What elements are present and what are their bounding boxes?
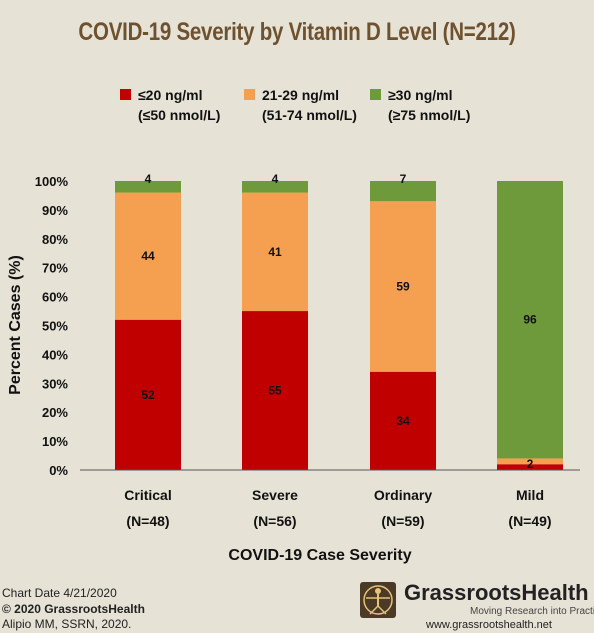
y-axis-title: Percent Cases (%): [7, 255, 24, 395]
logo-tagline: Moving Research into Practice: [470, 606, 594, 617]
legend-swatch-low: [120, 89, 131, 100]
y-tick-label: 40%: [42, 347, 68, 362]
chart-title: COVID-19 Severity by Vitamin D Level (N=…: [78, 18, 516, 46]
data-label: 55: [268, 384, 282, 398]
bar-segment: [370, 371, 436, 470]
y-tick-label: 80%: [42, 232, 68, 247]
data-label: 59: [396, 279, 410, 293]
category-n-label: (N=49): [508, 513, 551, 529]
category-n-label: (N=59): [381, 513, 424, 529]
logo-url: www.grassrootshealth.net: [426, 619, 552, 631]
x-axis-title: COVID-19 Case Severity: [228, 547, 411, 564]
bar-segment: [497, 181, 563, 459]
bar-segment: [242, 311, 308, 470]
footer-copyright: © 2020 GrassrootsHealth: [2, 602, 145, 616]
y-tick-label: 50%: [42, 319, 68, 334]
bar-segment: [115, 192, 181, 320]
legend-label-high: ≥30 ng/ml: [388, 87, 453, 103]
bar-segment: [370, 181, 436, 202]
footer-chart-date: Chart Date 4/21/2020: [2, 586, 117, 600]
footer-source: Alipio MM, SSRN, 2020.: [2, 617, 132, 631]
y-axis-ticks: 0% 10% 20% 30% 40% 50% 60% 70% 80% 90% 100%: [35, 174, 69, 478]
legend-sub-high: (≥75 nmol/L): [388, 107, 471, 123]
bar-segment: [242, 192, 308, 312]
category-label: Mild: [516, 487, 544, 503]
category-labels-group: Critical (N=48) Severe (N=56) Ordinary (N=59)…: [124, 487, 551, 529]
y-tick-label: 100%: [35, 174, 69, 189]
data-label: 7: [400, 172, 407, 186]
bar-segment: [242, 181, 308, 193]
data-label: 4: [145, 172, 152, 186]
legend-swatch-high: [370, 89, 381, 100]
y-tick-label: 70%: [42, 261, 68, 276]
data-label: 34: [396, 414, 410, 428]
data-label: 2: [527, 457, 534, 471]
data-label: 41: [268, 245, 282, 259]
y-tick-label: 90%: [42, 203, 68, 218]
logo-name: GrassrootsHealth: [404, 580, 589, 605]
legend-label-low: ≤20 ng/ml: [138, 87, 203, 103]
y-tick-label: 30%: [42, 376, 68, 391]
category-label: Critical: [124, 487, 171, 503]
legend-sub-mid: (51-74 nmol/L): [262, 107, 357, 123]
bar-segment: [115, 319, 181, 470]
logo-icon: [360, 582, 396, 618]
data-label: 52: [141, 388, 155, 402]
y-tick-label: 0%: [49, 463, 68, 478]
bar-segment: [370, 201, 436, 372]
category-n-label: (N=48): [126, 513, 169, 529]
legend-swatch-mid: [244, 89, 255, 100]
category-n-label: (N=56): [253, 513, 296, 529]
data-label: 4: [272, 172, 279, 186]
y-tick-label: 60%: [42, 290, 68, 305]
y-tick-label: 20%: [42, 405, 68, 420]
bar-segment: [497, 464, 563, 470]
bar-segment: [115, 181, 181, 193]
category-label: Severe: [252, 487, 298, 503]
vitruvian-figure-icon: [363, 585, 393, 615]
y-tick-label: 10%: [42, 434, 68, 449]
legend-sub-low: (≤50 nmol/L): [138, 107, 221, 123]
bar-segment: [497, 458, 563, 465]
data-label: 44: [141, 249, 155, 263]
category-label: Ordinary: [374, 487, 433, 503]
data-label: 96: [523, 313, 537, 327]
legend-label-mid: 21-29 ng/ml: [262, 87, 340, 103]
bars-group: [115, 181, 563, 470]
